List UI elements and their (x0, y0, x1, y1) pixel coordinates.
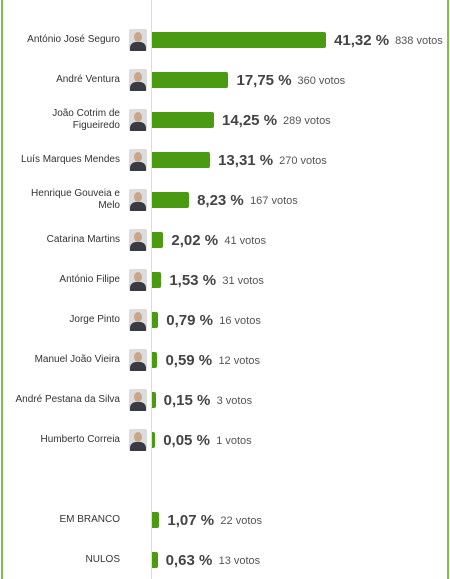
votes-label: 1 votos (216, 435, 251, 447)
photo-head (134, 152, 142, 162)
bar (152, 312, 158, 328)
frame-left (1, 0, 3, 579)
candidate-name: António José Seguro (8, 34, 120, 46)
bar (152, 152, 210, 168)
photo-head (134, 392, 142, 402)
candidate-name: NULOS (8, 554, 120, 566)
percent-label: 0,05 % (163, 432, 210, 449)
photo-body (130, 162, 146, 171)
bar (152, 512, 159, 528)
percent-label: 17,75 % (236, 72, 291, 89)
candidate-photo (129, 69, 147, 91)
photo-body (130, 42, 146, 51)
percent-label: 0,59 % (165, 352, 212, 369)
votes-label: 41 votos (224, 235, 266, 247)
candidate-name: Manuel João Vieira (8, 354, 120, 366)
percent-label: 1,07 % (167, 512, 214, 529)
candidate-photo (129, 269, 147, 291)
candidate-name: Humberto Correia (8, 434, 120, 446)
votes-label: 13 votos (219, 555, 261, 567)
percent-label: 2,02 % (171, 232, 218, 249)
photo-head (134, 272, 142, 282)
votes-label: 360 votos (297, 75, 345, 87)
photo-head (134, 232, 142, 242)
candidate-name: Henrique Gouveia e Melo (8, 188, 120, 212)
bar (152, 552, 158, 568)
percent-label: 41,32 % (334, 32, 389, 49)
bar (152, 432, 155, 448)
photo-body (130, 202, 146, 211)
candidate-name: Catarina Martins (8, 234, 120, 246)
candidate-name: João Cotrim de Figueiredo (8, 108, 120, 132)
photo-body (130, 82, 146, 91)
candidate-name: Luís Marques Mendes (8, 154, 120, 166)
candidate-photo (129, 29, 147, 51)
votes-label: 16 votos (219, 315, 261, 327)
percent-label: 14,25 % (222, 112, 277, 129)
percent-label: 8,23 % (197, 192, 244, 209)
photo-head (134, 32, 142, 42)
results-panel: António José Seguro 41,32 % 838 votos André… (0, 0, 450, 579)
candidate-photo (129, 349, 147, 371)
photo-body (130, 282, 146, 291)
percent-label: 0,15 % (164, 392, 211, 409)
photo-head (134, 72, 142, 82)
votes-label: 167 votos (250, 195, 298, 207)
photo-body (130, 322, 146, 331)
percent-label: 0,79 % (166, 312, 213, 329)
votes-label: 22 votos (220, 515, 262, 527)
bar (152, 352, 157, 368)
votes-label: 12 votos (218, 355, 260, 367)
votes-label: 289 votos (283, 115, 331, 127)
candidate-name: André Ventura (8, 74, 120, 86)
votes-label: 838 votos (395, 35, 443, 47)
percent-label: 13,31 % (218, 152, 273, 169)
photo-body (130, 362, 146, 371)
bar (152, 272, 161, 288)
photo-head (134, 352, 142, 362)
votes-label: 270 votos (279, 155, 327, 167)
photo-head (134, 112, 142, 122)
bar (152, 192, 189, 208)
frame-right (447, 0, 449, 579)
percent-label: 0,63 % (166, 552, 213, 569)
candidate-name: Jorge Pinto (8, 314, 120, 326)
bar (152, 112, 214, 128)
bar (152, 392, 156, 408)
votes-label: 31 votos (222, 275, 264, 287)
bar (152, 232, 163, 248)
candidate-name: André Pestana da Silva (8, 394, 120, 406)
candidate-photo (129, 389, 147, 411)
votes-label: 3 votos (217, 395, 252, 407)
candidate-photo (129, 429, 147, 451)
photo-body (130, 242, 146, 251)
photo-body (130, 122, 146, 131)
candidate-photo (129, 149, 147, 171)
photo-head (134, 192, 142, 202)
candidate-photo (129, 189, 147, 211)
bar (152, 72, 228, 88)
photo-head (134, 312, 142, 322)
candidate-photo (129, 109, 147, 131)
photo-head (134, 432, 142, 442)
candidate-name: António Filipe (8, 274, 120, 286)
percent-label: 1,53 % (169, 272, 216, 289)
candidate-photo (129, 309, 147, 331)
photo-body (130, 442, 146, 451)
photo-body (130, 402, 146, 411)
bar (152, 32, 326, 48)
candidate-name: EM BRANCO (8, 514, 120, 526)
candidate-photo (129, 229, 147, 251)
